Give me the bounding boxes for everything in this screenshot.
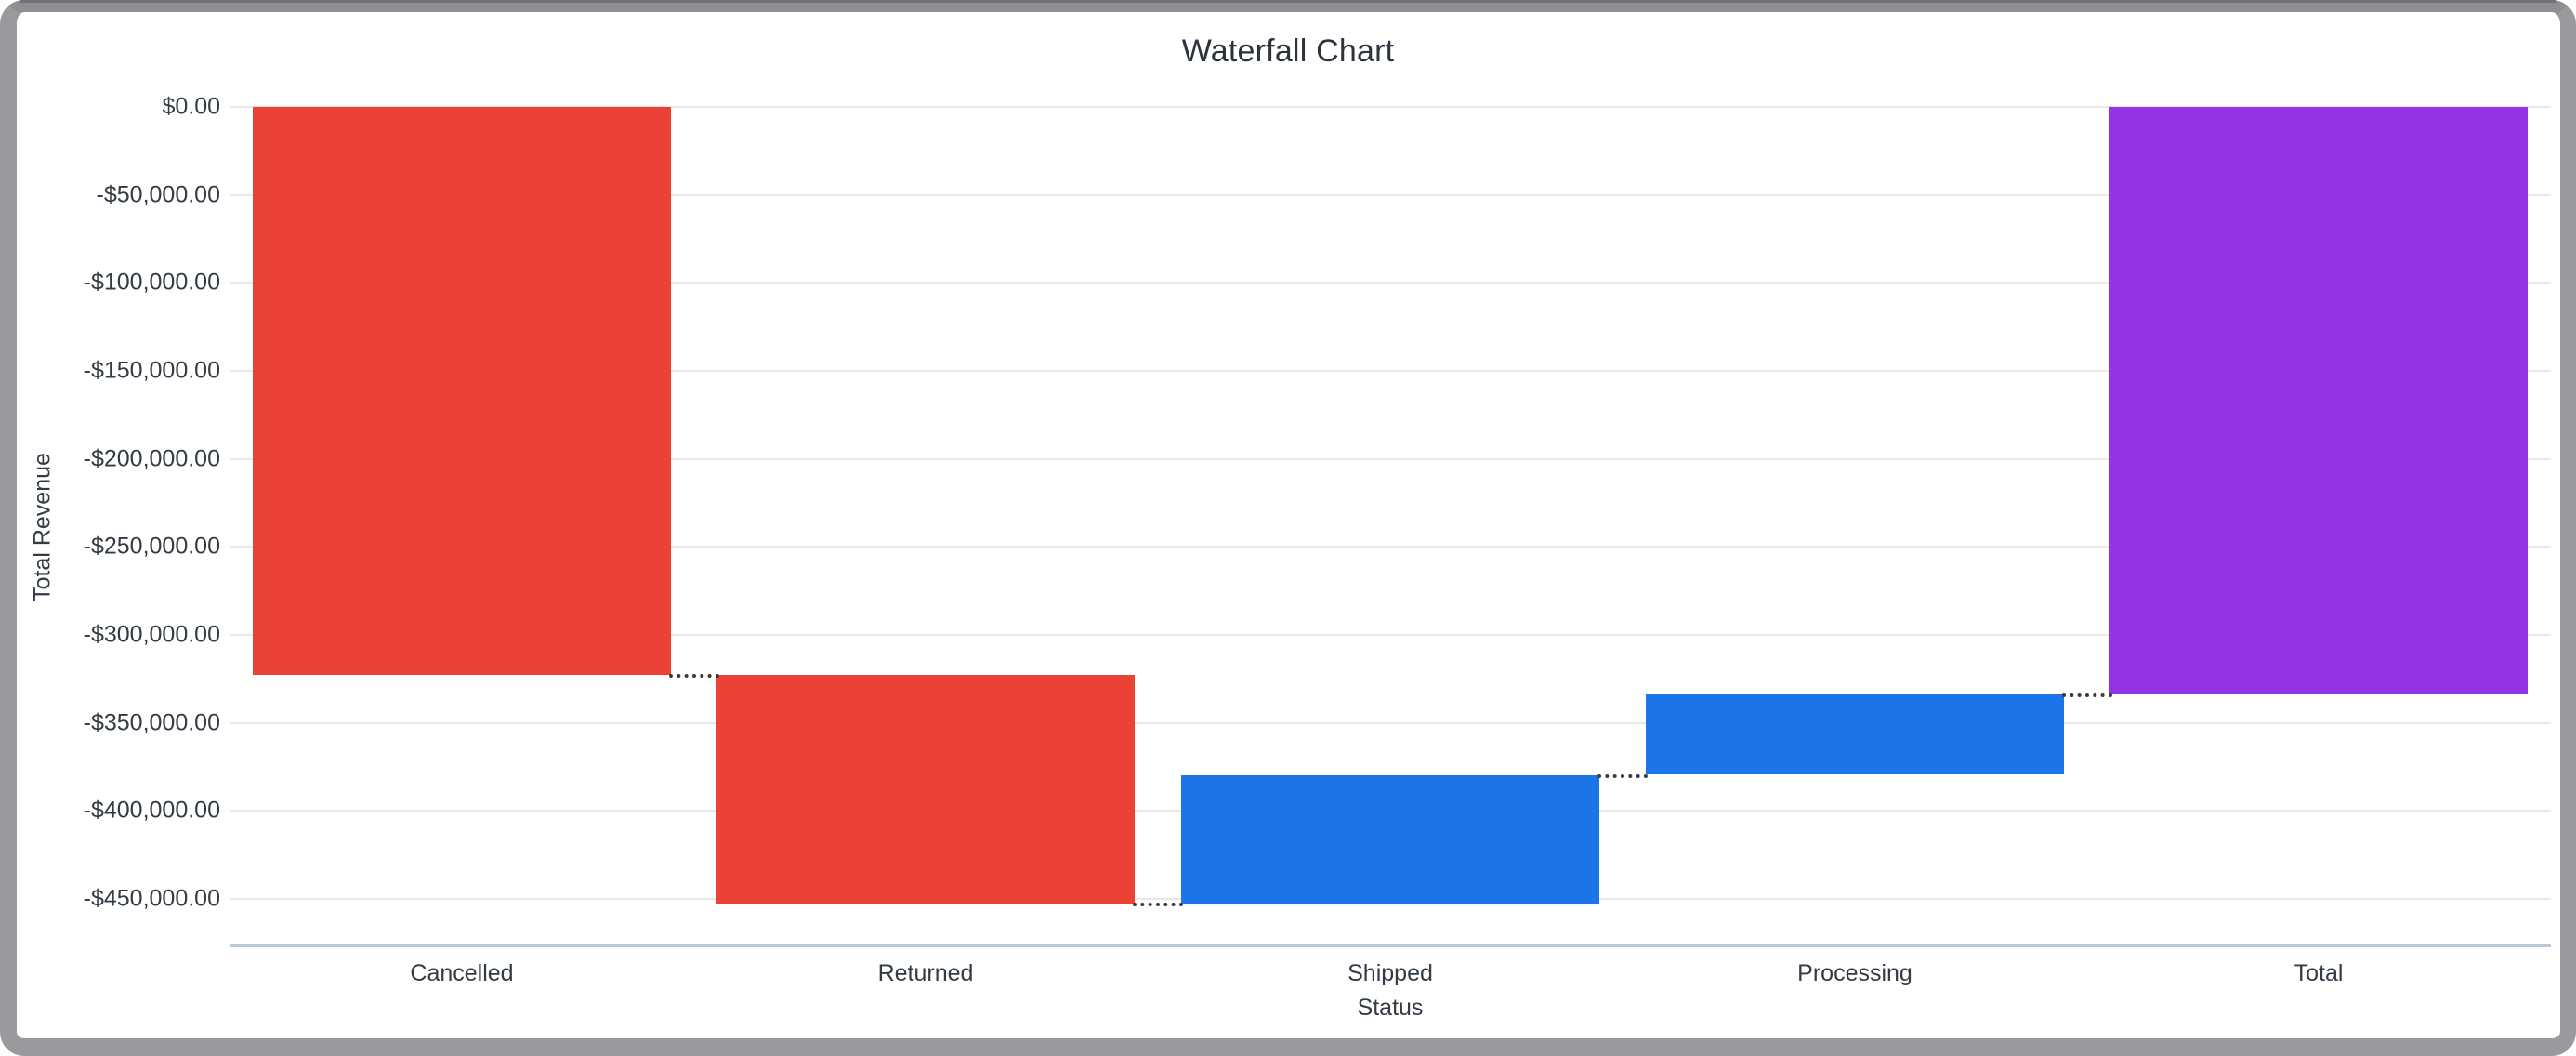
x-axis-line: [230, 944, 2551, 947]
gridline: [230, 282, 2551, 284]
y-axis-tick-label: -$100,000.00: [83, 269, 220, 296]
gridline: [230, 370, 2551, 372]
y-axis-tick-label: -$200,000.00: [83, 445, 220, 472]
gridline: [230, 722, 2551, 724]
y-axis-tick-label: -$400,000.00: [83, 797, 220, 824]
x-axis-tick-label: Processing: [1797, 960, 1912, 986]
y-axis-tick-label: -$250,000.00: [83, 533, 220, 560]
connector-shipped-processing: [1597, 774, 1648, 778]
gridline: [230, 546, 2551, 548]
y-axis-tick-label: -$450,000.00: [83, 885, 220, 912]
x-axis-title: Status: [1357, 995, 1424, 1021]
window-frame-top-edge: [20, 0, 2556, 3]
x-axis-tick-label: Shipped: [1347, 960, 1433, 986]
y-axis-title: Total Revenue: [29, 453, 56, 601]
connector-processing-total: [2062, 693, 2112, 697]
x-axis-tick-label: Total: [2293, 960, 2344, 986]
bar-shipped[interactable]: [1181, 775, 1599, 904]
chart-title: Waterfall Chart: [1181, 33, 1395, 69]
connector-returned-shipped: [1133, 903, 1183, 906]
bar-returned[interactable]: [716, 675, 1135, 904]
y-axis-tick-label: -$350,000.00: [83, 709, 220, 736]
x-axis-tick-label: Cancelled: [410, 960, 514, 986]
gridline: [230, 106, 2551, 108]
y-axis-tick-label: -$50,000.00: [96, 181, 220, 208]
bar-processing[interactable]: [1646, 694, 2064, 774]
y-axis-tick-label: -$150,000.00: [83, 357, 220, 384]
y-axis-tick-label: $0.00: [162, 93, 220, 120]
y-axis-tick-label: -$300,000.00: [83, 621, 220, 648]
gridline: [230, 194, 2551, 196]
bar-total[interactable]: [2109, 107, 2528, 694]
bar-cancelled[interactable]: [253, 107, 671, 675]
gridline: [230, 458, 2551, 460]
x-axis-tick-label: Returned: [877, 960, 974, 986]
connector-cancelled-returned: [669, 674, 719, 678]
gridline: [230, 634, 2551, 636]
